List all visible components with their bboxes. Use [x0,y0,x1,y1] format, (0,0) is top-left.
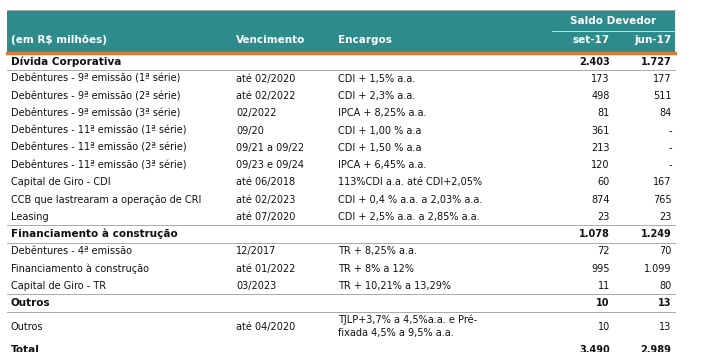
Text: 1.078: 1.078 [579,229,610,239]
Text: 120: 120 [592,160,610,170]
Text: Saldo Devedor: Saldo Devedor [571,15,656,26]
Text: até 02/2023: até 02/2023 [236,195,295,205]
Text: 80: 80 [659,281,672,291]
Text: 213: 213 [592,143,610,153]
Text: 72: 72 [597,246,610,256]
Text: até 02/2022: até 02/2022 [236,91,295,101]
Bar [7,10,675,53]
Text: até 06/2018: até 06/2018 [236,177,295,187]
Text: 60: 60 [597,177,610,187]
Text: 2.989: 2.989 [640,345,672,352]
Text: até 07/2020: até 07/2020 [236,212,295,222]
Text: Debêntures - 9ª emissão (1ª série): Debêntures - 9ª emissão (1ª série) [11,74,180,84]
Text: CCB que lastrearam a operação de CRI: CCB que lastrearam a operação de CRI [11,195,201,205]
Text: TR + 8% a 12%: TR + 8% a 12% [338,264,414,274]
Text: 02/2022: 02/2022 [236,108,277,118]
Text: 81: 81 [597,108,610,118]
Text: Debêntures - 9ª emissão (2ª série): Debêntures - 9ª emissão (2ª série) [11,91,180,101]
Text: CDI + 0,4 % a.a. a 2,03% a.a.: CDI + 0,4 % a.a. a 2,03% a.a. [338,195,482,205]
Text: Dívida Corporativa: Dívida Corporativa [11,56,121,67]
Text: Leasing: Leasing [11,212,49,222]
Text: 03/2023: 03/2023 [236,281,276,291]
Text: 2.403: 2.403 [579,57,610,67]
Text: -: - [668,160,672,170]
Text: IPCA + 6,45% a.a.: IPCA + 6,45% a.a. [338,160,426,170]
Text: 09/23 e 09/24: 09/23 e 09/24 [236,160,304,170]
Text: 177: 177 [653,74,672,84]
Text: 1.099: 1.099 [644,264,672,274]
Text: 10: 10 [597,322,610,332]
Text: 09/21 a 09/22: 09/21 a 09/22 [236,143,304,153]
Text: 11: 11 [597,281,610,291]
Text: 498: 498 [592,91,610,101]
Text: 1.249: 1.249 [641,229,672,239]
Text: 3.490: 3.490 [579,345,610,352]
Text: Debêntures - 9ª emissão (3ª série): Debêntures - 9ª emissão (3ª série) [11,108,180,118]
Text: TR + 8,25% a.a.: TR + 8,25% a.a. [338,246,417,256]
Text: fixada 4,5% a 9,5% a.a.: fixada 4,5% a 9,5% a.a. [338,328,453,338]
Text: Debêntures - 11ª emissão (3ª série): Debêntures - 11ª emissão (3ª série) [11,160,187,170]
Text: Capital de Giro - TR: Capital de Giro - TR [11,281,106,291]
Text: 12/2017: 12/2017 [236,246,277,256]
Text: 13: 13 [659,322,672,332]
Text: CDI + 1,00 % a.a: CDI + 1,00 % a.a [338,126,421,136]
Text: TJLP+3,7% a 4,5%a.a. e Pré-: TJLP+3,7% a 4,5%a.a. e Pré- [338,315,477,325]
Text: 874: 874 [592,195,610,205]
Text: Debêntures - 11ª emissão (1ª série): Debêntures - 11ª emissão (1ª série) [11,126,187,136]
Text: 113%CDI a.a. até CDI+2,05%: 113%CDI a.a. até CDI+2,05% [338,177,482,187]
Text: Debêntures - 4ª emissão: Debêntures - 4ª emissão [11,246,132,256]
Text: 511: 511 [653,91,672,101]
Text: 10: 10 [596,298,610,308]
Text: Capital de Giro - CDI: Capital de Giro - CDI [11,177,110,187]
Text: -: - [668,126,672,136]
Text: 173: 173 [592,74,610,84]
Text: 70: 70 [659,246,672,256]
Text: Encargos: Encargos [338,35,391,45]
Text: Financiamento à construção: Financiamento à construção [11,229,178,239]
Text: até 02/2020: até 02/2020 [236,74,295,84]
Text: Total: Total [11,345,40,352]
Text: 09/20: 09/20 [236,126,264,136]
Text: Debêntures - 11ª emissão (2ª série): Debêntures - 11ª emissão (2ª série) [11,143,187,153]
Text: Financiamento à construção: Financiamento à construção [11,263,149,274]
Text: set-17: set-17 [573,35,610,45]
Text: Vencimento: Vencimento [236,35,306,45]
Text: Outros: Outros [11,298,51,308]
Text: CDI + 2,5% a.a. a 2,85% a.a.: CDI + 2,5% a.a. a 2,85% a.a. [338,212,479,222]
Text: até 01/2022: até 01/2022 [236,264,295,274]
Text: 167: 167 [653,177,672,187]
Text: CDI + 1,50 % a.a: CDI + 1,50 % a.a [338,143,421,153]
Text: 13: 13 [658,298,672,308]
Text: 23: 23 [659,212,672,222]
Text: IPCA + 8,25% a.a.: IPCA + 8,25% a.a. [338,108,426,118]
Text: (em R$ milhões): (em R$ milhões) [11,35,107,45]
Text: -: - [668,143,672,153]
Text: até 04/2020: até 04/2020 [236,322,295,332]
Text: CDI + 1,5% a.a.: CDI + 1,5% a.a. [338,74,415,84]
Text: TR + 10,21% a 13,29%: TR + 10,21% a 13,29% [338,281,451,291]
Text: 765: 765 [653,195,672,205]
Text: 1.727: 1.727 [641,57,672,67]
Text: CDI + 2,3% a.a.: CDI + 2,3% a.a. [338,91,415,101]
Text: 995: 995 [592,264,610,274]
Text: jun-17: jun-17 [635,35,672,45]
Text: 361: 361 [592,126,610,136]
Text: 84: 84 [659,108,672,118]
Text: Outros: Outros [11,322,44,332]
Text: 23: 23 [597,212,610,222]
